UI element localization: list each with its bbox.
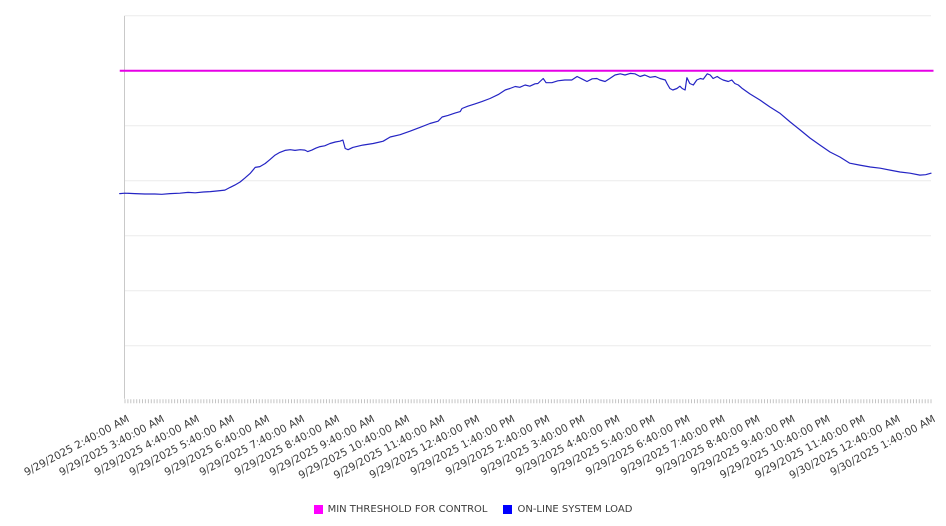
x-axis-minor-ticks [124, 399, 932, 404]
legend-item: MIN THRESHOLD FOR CONTROL [313, 504, 488, 515]
legend-item: ON-LINE SYSTEM LOAD [503, 504, 632, 515]
chart-legend: MIN THRESHOLD FOR CONTROL ON-LINE SYSTEM … [0, 504, 946, 515]
system-load-line [119, 72, 932, 195]
legend-label: ON-LINE SYSTEM LOAD [517, 504, 633, 515]
x-tick-labels: 9/29/2025 2:40:00 AM9/29/2025 3:40:00 AM… [22, 413, 937, 482]
legend-swatch [313, 505, 323, 514]
h-gridlines [125, 15, 931, 347]
legend-label: MIN THRESHOLD FOR CONTROL [327, 504, 488, 515]
legend-swatch [503, 505, 513, 514]
